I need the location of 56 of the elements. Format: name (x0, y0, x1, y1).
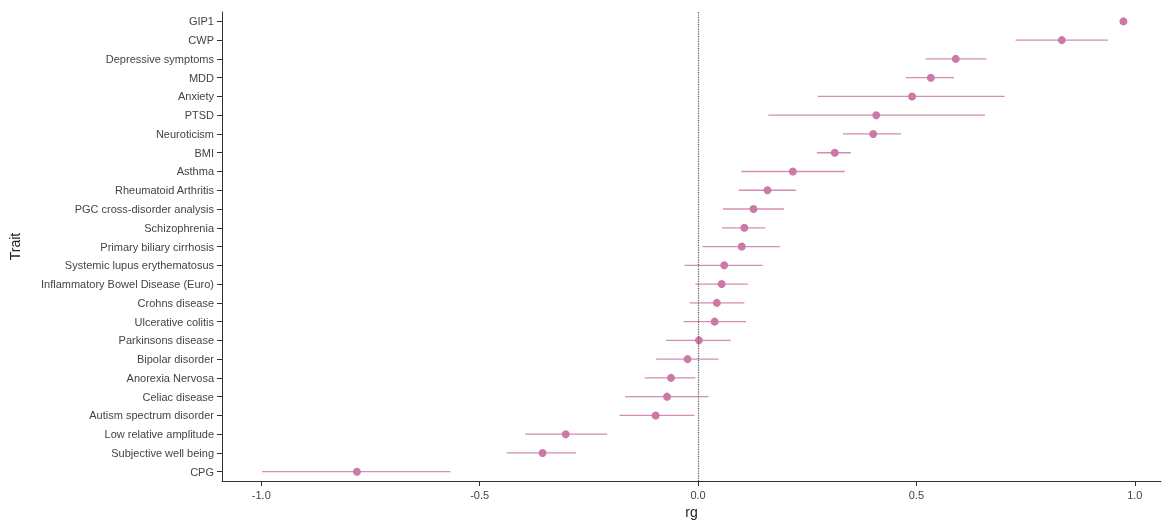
y-tick-label: Crohns disease (137, 296, 214, 309)
point (720, 261, 729, 270)
x-tick-label: 0.5 (908, 488, 925, 501)
y-axis-title: Trait (7, 232, 23, 261)
y-tick-label: PTSD (184, 109, 215, 122)
point (951, 54, 960, 63)
point (788, 167, 797, 176)
y-tick-label: PGC cross-disorder analysis (74, 203, 215, 216)
point (666, 373, 675, 382)
y-tick-label: Celiac disease (142, 390, 214, 403)
y-tick-label: Rheumatoid Arthritis (114, 184, 215, 197)
y-tick-label: Ulcerative colitis (134, 315, 215, 328)
point (538, 448, 547, 457)
y-tick-label: Parkinsons disease (118, 334, 214, 347)
y-tick-label: CPG (190, 465, 214, 478)
point (1057, 36, 1066, 45)
y-tick-label: Anorexia Nervosa (126, 371, 215, 384)
y-tick-label: Neuroticism (155, 127, 214, 140)
y-tick-label: Depressive symptoms (105, 52, 215, 65)
point (830, 148, 839, 157)
point (651, 411, 660, 420)
y-tick-label: GIP1 (188, 15, 214, 28)
point (872, 111, 881, 120)
y-tick-label: Asthma (176, 165, 215, 178)
y-tick-label: BMI (194, 146, 214, 159)
point (869, 129, 878, 138)
y-tick-label: Autism spectrum disorder (89, 409, 215, 422)
point (740, 223, 749, 232)
point (352, 467, 361, 476)
point (737, 242, 746, 251)
point (1119, 17, 1128, 26)
x-tick-label: 0.0 (690, 488, 706, 501)
point (663, 392, 672, 401)
point (710, 317, 719, 326)
y-tick-label: Inflammatory Bowel Disease (Euro) (40, 278, 214, 291)
y-tick-label: Anxiety (177, 90, 215, 103)
point (908, 92, 917, 101)
point (561, 430, 570, 439)
point (717, 280, 726, 289)
y-tick-label: Schizophrenia (144, 221, 215, 234)
point (763, 186, 772, 195)
y-tick-label: MDD (188, 71, 215, 84)
x-tick-label: -1.0 (251, 488, 271, 501)
point (683, 355, 692, 364)
point (712, 298, 721, 307)
y-tick-label: CWP (188, 34, 214, 47)
point (926, 73, 935, 82)
y-tick-label: Systemic lupus erythematosus (64, 259, 215, 272)
y-tick-label: Low relative amplitude (104, 428, 214, 441)
x-axis-title: rg (685, 504, 698, 520)
point (749, 205, 758, 214)
x-tick-label: 1.0 (1127, 488, 1143, 501)
x-tick-label: -0.5 (470, 488, 490, 501)
y-tick-label: Bipolar disorder (136, 353, 215, 366)
y-tick-label: Primary biliary cirrhosis (100, 240, 215, 253)
y-tick-label: Subjective well being (111, 446, 214, 459)
